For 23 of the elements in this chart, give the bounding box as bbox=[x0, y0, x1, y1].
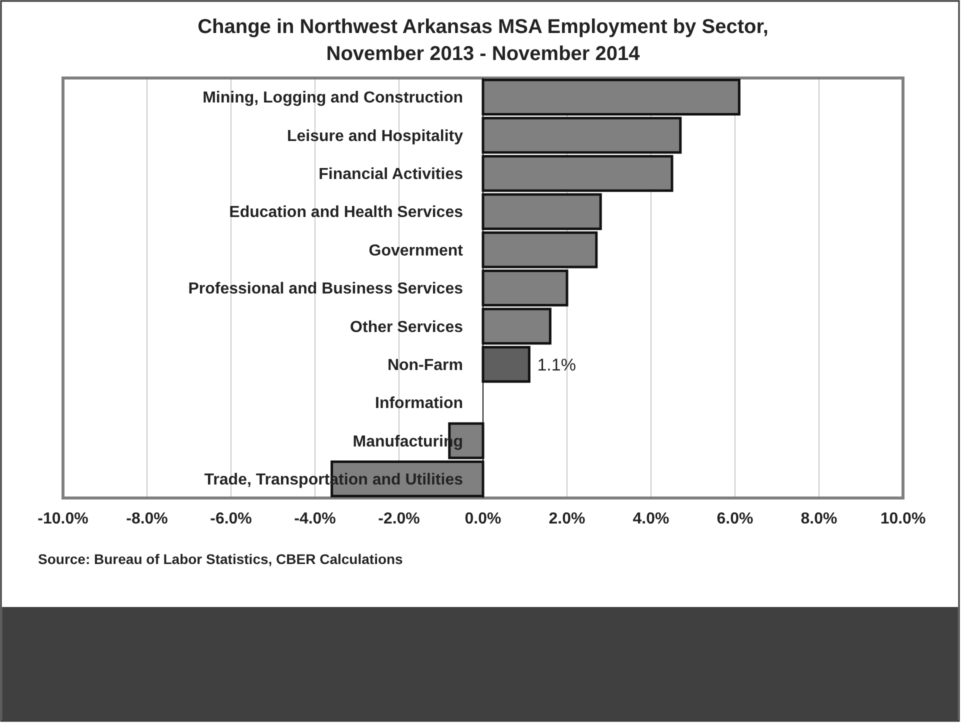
y-tick-label: Other Services bbox=[350, 318, 464, 336]
x-tick-label: 2.0% bbox=[548, 510, 586, 528]
y-tick-label: Education and Health Services bbox=[229, 204, 464, 222]
y-tick-label: Mining, Logging and Construction bbox=[202, 90, 463, 107]
x-tick-label: -2.0% bbox=[378, 510, 420, 528]
source-note: Source: Bureau of Labor Statistics, CBER Calculations bbox=[38, 551, 404, 567]
y-tick-label: Leisure and Hospitality bbox=[286, 128, 464, 145]
y-tick-label: Government bbox=[368, 242, 464, 260]
x-tick-label: 10.0% bbox=[880, 510, 926, 528]
x-tick-label: 6.0% bbox=[716, 510, 754, 528]
x-tick-label: -4.0% bbox=[294, 510, 336, 528]
x-tick-label: -10.0% bbox=[38, 510, 88, 528]
y-tick-label: Financial Activities bbox=[318, 166, 464, 184]
y-tick-label: Non-Farm bbox=[387, 356, 463, 374]
y-tick-label: Professional and Business Services bbox=[188, 280, 464, 298]
x-tick-label: 0.0% bbox=[464, 510, 502, 528]
x-tick-label: -8.0% bbox=[126, 510, 168, 528]
y-tick-label: Information bbox=[375, 395, 463, 412]
data-label: 1.1% bbox=[537, 355, 576, 374]
x-tick-label: -6.0% bbox=[210, 510, 252, 528]
chart-title: Change in Northwest Arkansas MSA Employment by Sector, November 2013 - November 2014 bbox=[198, 16, 768, 65]
x-tick-label: 8.0% bbox=[800, 510, 838, 528]
x-tick-label: 4.0% bbox=[632, 510, 670, 528]
